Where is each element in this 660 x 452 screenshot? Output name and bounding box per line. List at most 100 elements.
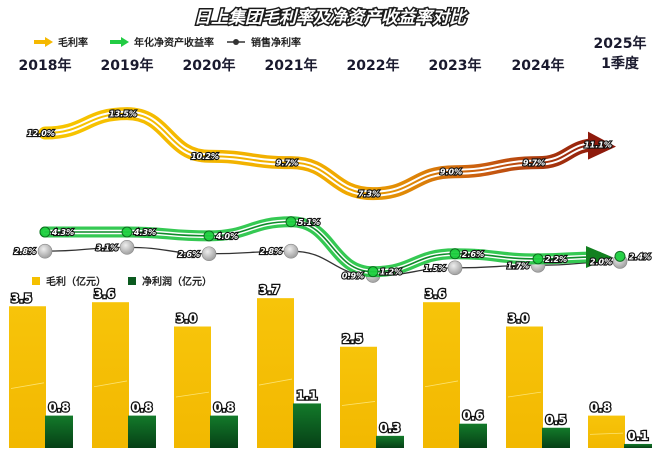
- gross-margin-line-core: [44, 112, 599, 195]
- line-legend: 毛利率 年化净资产收益率 销售净利率: [34, 36, 301, 49]
- net-profit-bar: [45, 415, 73, 448]
- roe-line-core: [44, 220, 599, 273]
- gross-margin-label: 11.1%: [584, 141, 612, 150]
- bar-legend-item: 毛利（亿元）: [32, 275, 106, 288]
- bar-legend-item: 净利润（亿元）: [128, 275, 212, 288]
- net-profit-bar: [128, 415, 156, 448]
- gross-margin-series: [38, 107, 616, 201]
- roe-series: [39, 216, 626, 278]
- gross-margin-label: 9.7%: [276, 159, 298, 168]
- bar-legend-swatch: [128, 277, 136, 285]
- net-margin-label: 1.5%: [424, 264, 446, 273]
- category-label: 2020年: [183, 57, 236, 74]
- roe-label: 1.2%: [380, 268, 402, 277]
- roe-point: [614, 250, 626, 262]
- bar-legend-label: 净利润（亿元）: [142, 275, 212, 288]
- bar-sheen: [589, 432, 624, 435]
- net-margin-label: 2.6%: [178, 250, 200, 259]
- category-label: 2023年: [429, 57, 482, 74]
- bar-series: 3.5 3.6 3.0 3.7 2.5 3.6 3.0 0.8 0.8 0.8 0.8 1.1 0.3 0…: [9, 282, 652, 448]
- gross-margin-label: 9.7%: [523, 159, 545, 168]
- gross-profit-bar: [506, 326, 543, 448]
- gross-profit-label: 3.0: [508, 312, 529, 326]
- net-profit-label: 0.8: [213, 401, 234, 415]
- net-profit-bar: [624, 443, 652, 448]
- bar-sheen: [507, 391, 542, 398]
- gross-profit-label: 3.6: [425, 287, 446, 301]
- category-label: 2025年 1季度: [594, 35, 647, 72]
- gross-profit-bar: [257, 298, 294, 448]
- net-profit-bar: [542, 427, 570, 448]
- roe-label: 2.6%: [462, 250, 484, 259]
- roe-label: 4.0%: [215, 232, 238, 241]
- gross-profit-bar: [9, 306, 46, 448]
- category-label: 2018年: [19, 57, 72, 74]
- roe-point: [285, 216, 297, 228]
- gross-margin-line: [38, 107, 605, 201]
- bar-legend-swatch: [32, 277, 40, 285]
- net-margin-label: 2.8%: [14, 247, 36, 256]
- bar-legend-label: 毛利（亿元）: [46, 275, 106, 288]
- legend-label: 销售净利率: [251, 36, 301, 49]
- net-profit-bar: [293, 403, 321, 448]
- net-margin-point: [37, 243, 53, 259]
- gross-margin-arrowhead: [588, 131, 616, 160]
- net-profit-label: 0.6: [462, 409, 483, 423]
- net-margin-line: [44, 246, 621, 277]
- net-profit-bar: [459, 423, 487, 448]
- legend-label: 年化净资产收益率: [134, 36, 214, 49]
- roe-point: [203, 230, 215, 242]
- net-margin-point: [201, 246, 217, 262]
- roe-point: [532, 253, 544, 265]
- gross-profit-label: 0.8: [590, 401, 611, 415]
- legend-arrow-icon: [121, 37, 129, 47]
- net-profit-label: 0.3: [379, 421, 400, 435]
- bar-sheen: [424, 380, 459, 388]
- category-labels: 2018年 2019年 2020年 2021年 2022年 2023年 2024年 2025年…: [19, 35, 647, 74]
- gross-profit-bar: [588, 415, 625, 448]
- category-label: 2022年: [347, 57, 400, 74]
- net-profit-bar: [376, 435, 404, 448]
- gross-margin-label: 12.0%: [27, 129, 55, 138]
- bar-sheen: [341, 401, 376, 406]
- gross-profit-bar: [92, 302, 129, 448]
- legend-label: 毛利率: [58, 36, 88, 49]
- roe-point: [121, 226, 133, 238]
- bar-sheen: [175, 391, 210, 398]
- net-margin-point: [447, 260, 463, 276]
- net-profit-label: 0.5: [545, 413, 566, 427]
- net-profit-bar: [210, 415, 238, 448]
- legend-dot-icon: [233, 39, 239, 45]
- gross-profit-bar: [174, 326, 211, 448]
- category-label: 2019年: [101, 57, 154, 74]
- gross-profit-label: 3.0: [176, 312, 197, 326]
- roe-label: 5.1%: [298, 218, 320, 227]
- gross-margin-label: 7.3%: [358, 190, 380, 199]
- roe-point: [39, 226, 51, 238]
- roe-arrowhead: [586, 245, 612, 268]
- roe-label: 2.4%: [629, 252, 651, 261]
- legend-item: 销售净利率: [227, 36, 301, 49]
- gross-margin-label: 9.0%: [440, 168, 462, 177]
- roe-label: 4.3%: [133, 228, 156, 237]
- gross-profit-label: 2.5: [342, 332, 363, 346]
- line-data-labels: 12.0% 13.5% 10.2% 9.7% 7.3% 9.0% 9.7% 11.1% 4.3%…: [13, 109, 652, 282]
- gross-profit-label: 3.5: [11, 291, 32, 305]
- category-label: 2024年: [512, 57, 565, 74]
- gross-profit-label: 3.6: [94, 287, 115, 301]
- gross-profit-bar: [340, 346, 377, 448]
- net-profit-label: 0.8: [131, 401, 152, 415]
- net-profit-label: 0.1: [627, 429, 648, 443]
- legend-item: 年化净资产收益率: [110, 36, 214, 49]
- net-margin-label: 1.7%: [507, 261, 529, 270]
- bar-sheen: [258, 378, 293, 386]
- net-margin-point: [119, 240, 135, 255]
- category-label: 2021年: [265, 57, 318, 74]
- net-margin-label: 0.9%: [342, 272, 364, 281]
- legend-item: 毛利率: [34, 36, 88, 49]
- gross-margin-label: 13.5%: [109, 110, 137, 119]
- bar-legend: 毛利（亿元） 净利润（亿元）: [32, 275, 212, 288]
- chart-title: 日上集团毛利率及净资产收益率对比: [194, 8, 468, 28]
- gross-profit-label: 3.7: [259, 283, 280, 297]
